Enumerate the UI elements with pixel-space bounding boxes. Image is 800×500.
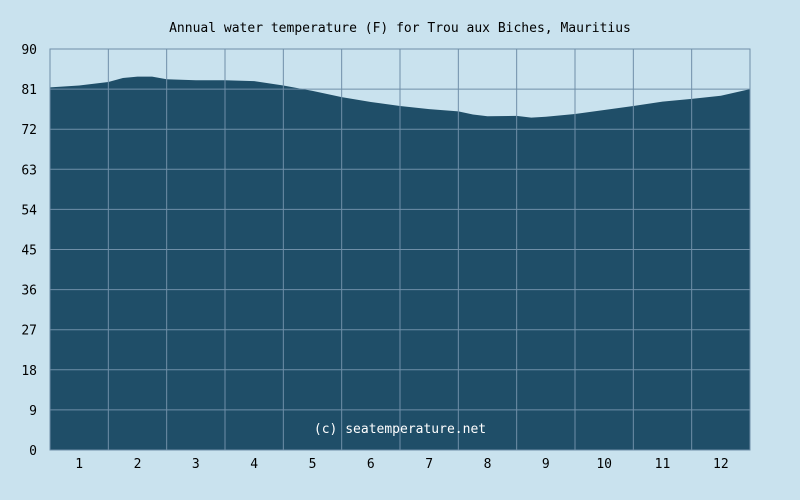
x-tick-label: 8: [484, 457, 492, 472]
x-tick-label: 6: [367, 457, 375, 472]
x-tick-label: 7: [425, 457, 433, 472]
x-tick-label: 11: [655, 457, 671, 472]
x-tick-label: 2: [134, 457, 142, 472]
x-tick-label: 10: [596, 457, 612, 472]
plot-frame: [49, 48, 751, 451]
x-axis-ticks: 1 2 3 4 5 6 7 8 9 10 11 12: [75, 457, 728, 472]
y-tick-label: 9: [29, 404, 37, 419]
y-tick-label: 36: [21, 284, 37, 299]
x-tick-label: 1: [75, 457, 83, 472]
x-tick-label: 9: [542, 457, 550, 472]
y-tick-label: 27: [21, 324, 37, 339]
x-tick-label: 12: [713, 457, 729, 472]
y-tick-label: 81: [21, 83, 37, 98]
y-tick-label: 63: [21, 163, 37, 178]
chart-title: Annual water temperature (F) for Trou au…: [169, 21, 631, 36]
y-tick-label: 72: [21, 123, 37, 138]
x-tick-label: 5: [309, 457, 317, 472]
y-tick-label: 0: [29, 444, 37, 459]
y-axis-ticks: 0 9 18 27 36 45 54 63 72 81 90: [21, 43, 37, 459]
x-tick-label: 3: [192, 457, 200, 472]
y-tick-label: 18: [21, 364, 37, 379]
y-tick-label: 90: [21, 43, 37, 58]
y-tick-label: 45: [21, 244, 37, 259]
x-tick-label: 4: [250, 457, 258, 472]
y-tick-label: 54: [21, 203, 37, 218]
credit-text: (c) seatemperature.net: [314, 422, 486, 437]
